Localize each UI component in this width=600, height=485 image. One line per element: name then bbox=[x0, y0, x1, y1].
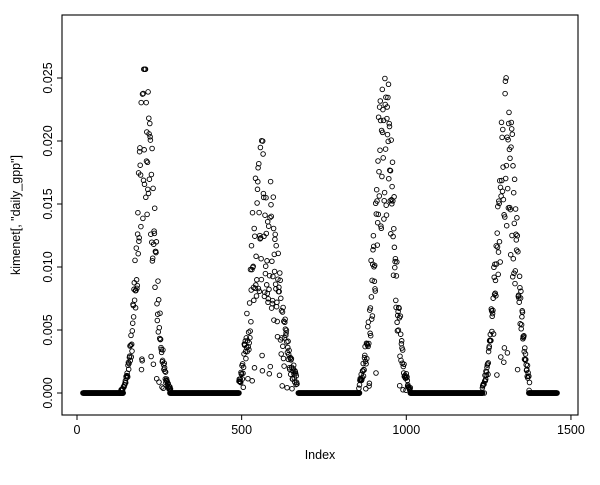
y-tick-label: 0.020 bbox=[41, 125, 55, 156]
y-tick-label: 0.015 bbox=[41, 188, 55, 219]
y-axis-label: kimenet[, "daily_gpp"] bbox=[9, 154, 23, 276]
y-tick-label: 0.005 bbox=[41, 314, 55, 345]
x-tick-label: 1500 bbox=[557, 423, 585, 437]
x-tick-label: 500 bbox=[231, 423, 252, 437]
x-tick-label: 0 bbox=[74, 423, 81, 437]
y-tick-label: 0.000 bbox=[41, 377, 55, 408]
x-tick-label: 1000 bbox=[392, 423, 420, 437]
y-tick-label: 0.010 bbox=[41, 251, 55, 282]
x-axis-label: Index bbox=[304, 448, 336, 462]
y-tick-label: 0.025 bbox=[41, 62, 55, 93]
